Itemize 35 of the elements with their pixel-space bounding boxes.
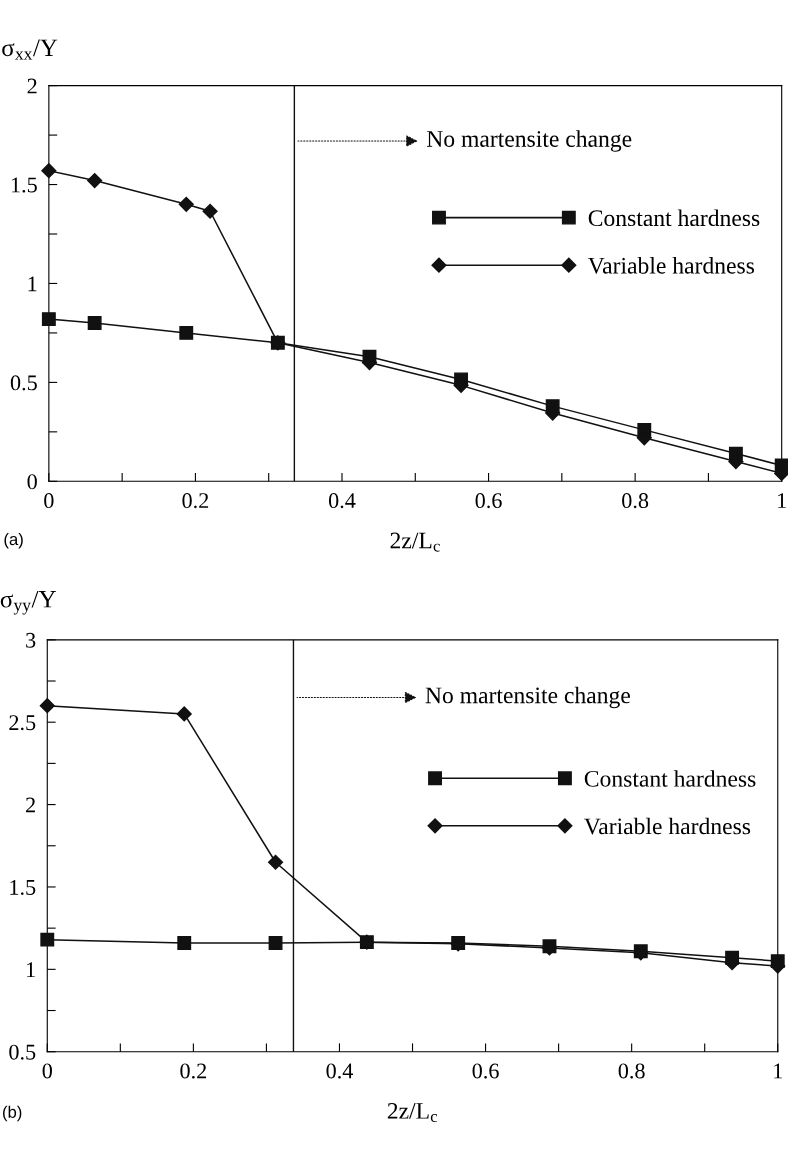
y-tick-label: 0.5 bbox=[10, 375, 37, 391]
y-tick-label: 1.5 bbox=[11, 177, 37, 193]
legend-label: Constant hardness bbox=[588, 209, 760, 227]
x-axis-title: 2z/L$_{c}$ bbox=[387, 1102, 438, 1123]
x-axis-title: 2z/L$_{c}$ bbox=[390, 532, 440, 552]
text: (b) bbox=[3, 1105, 22, 1122]
y-axis-title: σ$_{xx}$/Y bbox=[2, 39, 58, 60]
ref-line-label: No martensite change bbox=[426, 130, 632, 152]
y-tick-label: 1.5 bbox=[10, 880, 36, 895]
x-tick-label: 0 bbox=[44, 493, 54, 509]
x-tick-label: 0.4 bbox=[328, 493, 356, 509]
y-axis-title: σ$_{yy}$/Y bbox=[0, 590, 56, 615]
ref-line-label: No martensite change bbox=[425, 686, 630, 709]
x-tick-label: 0.6 bbox=[475, 493, 502, 509]
x-tick-label: 0.6 bbox=[472, 1063, 499, 1079]
x-tick-label: 0.2 bbox=[182, 493, 209, 509]
legend-label: Constant hardness bbox=[584, 770, 756, 787]
x-tick-label: 0 bbox=[42, 1063, 52, 1079]
x-tick-label: 0.8 bbox=[618, 1063, 645, 1079]
y-tick-label: 0.5 bbox=[9, 1044, 36, 1060]
y-tick-label: 1 bbox=[28, 276, 37, 292]
y-tick-label: 1 bbox=[27, 962, 35, 978]
legend-label: Variable hardness bbox=[584, 817, 751, 835]
x-tick-label: 1 bbox=[778, 493, 786, 508]
x-tick-label: 1 bbox=[774, 1063, 782, 1079]
legend-label: Variable hardness bbox=[587, 257, 755, 274]
y-tick-label: 0 bbox=[27, 474, 37, 490]
y-tick-label: 3 bbox=[26, 632, 36, 648]
y-tick-label: 2.5 bbox=[9, 715, 36, 731]
text: (a) bbox=[4, 532, 23, 549]
y-tick-label: 2 bbox=[26, 797, 35, 813]
x-tick-label: 0.8 bbox=[622, 493, 649, 509]
y-tick-label: 2 bbox=[27, 78, 37, 94]
x-tick-label: 0.2 bbox=[180, 1063, 207, 1079]
x-tick-label: 0.4 bbox=[326, 1063, 354, 1079]
